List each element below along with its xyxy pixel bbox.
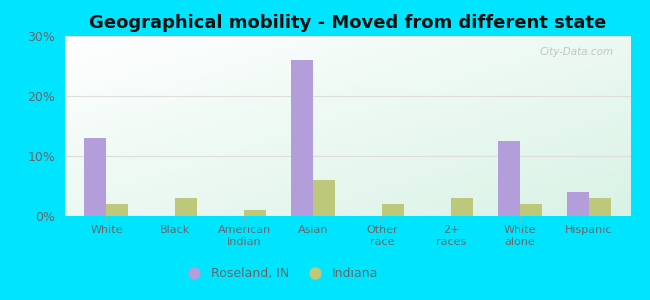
Bar (291, 60, 313, 216)
Bar (176, 198, 198, 216)
Bar (520, 204, 542, 216)
Bar (451, 198, 473, 216)
Legend: Roseland, IN, Indiana: Roseland, IN, Indiana (176, 262, 384, 285)
Bar (107, 204, 129, 216)
Bar (589, 198, 611, 216)
Text: City-Data.com: City-Data.com (540, 47, 614, 57)
Title: Geographical mobility - Moved from different state: Geographical mobility - Moved from diffe… (89, 14, 606, 32)
Bar (84, 138, 107, 216)
Bar (313, 180, 335, 216)
Bar (567, 192, 589, 216)
Bar (382, 204, 404, 216)
Bar (498, 141, 520, 216)
Bar (244, 210, 266, 216)
